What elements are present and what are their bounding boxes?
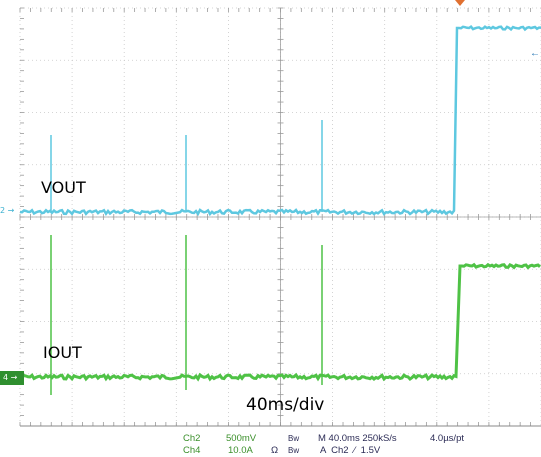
ch4-readout-label: Ch4	[183, 445, 201, 456]
ch4-bw-indicator: Bw	[288, 446, 300, 455]
trigger-position-icon	[455, 0, 465, 6]
ch2-scale: 500mV	[226, 433, 257, 444]
iout-label: IOUT	[43, 343, 82, 362]
ch2-spikes	[50, 120, 323, 212]
ch2-ground-marker[interactable]: 2 →	[0, 206, 15, 215]
timebase-label: 40ms/div	[246, 395, 325, 415]
ch4-spikes	[50, 235, 323, 395]
trigger-readout: A Ch2 ⁄ 1.5V	[320, 445, 381, 456]
ch4-unit: Ω	[271, 445, 279, 456]
ch4-trace	[19, 262, 541, 382]
ch2-offscreen-arrow-icon: ←	[530, 48, 540, 59]
ch2-trace	[19, 25, 541, 217]
ch4-scale: 10.0A	[228, 445, 253, 456]
ch2-bw-indicator: Bw	[288, 434, 300, 443]
resolution-readout: 4.0µs/pt	[430, 433, 464, 444]
vout-label: VOUT	[41, 178, 86, 197]
graticule	[19, 7, 541, 427]
horizontal-readout: M 40.0ms 250kS/s	[318, 433, 397, 444]
ch2-readout-label: Ch2	[183, 433, 201, 444]
ch4-ground-marker[interactable]: 4 →	[0, 371, 24, 385]
